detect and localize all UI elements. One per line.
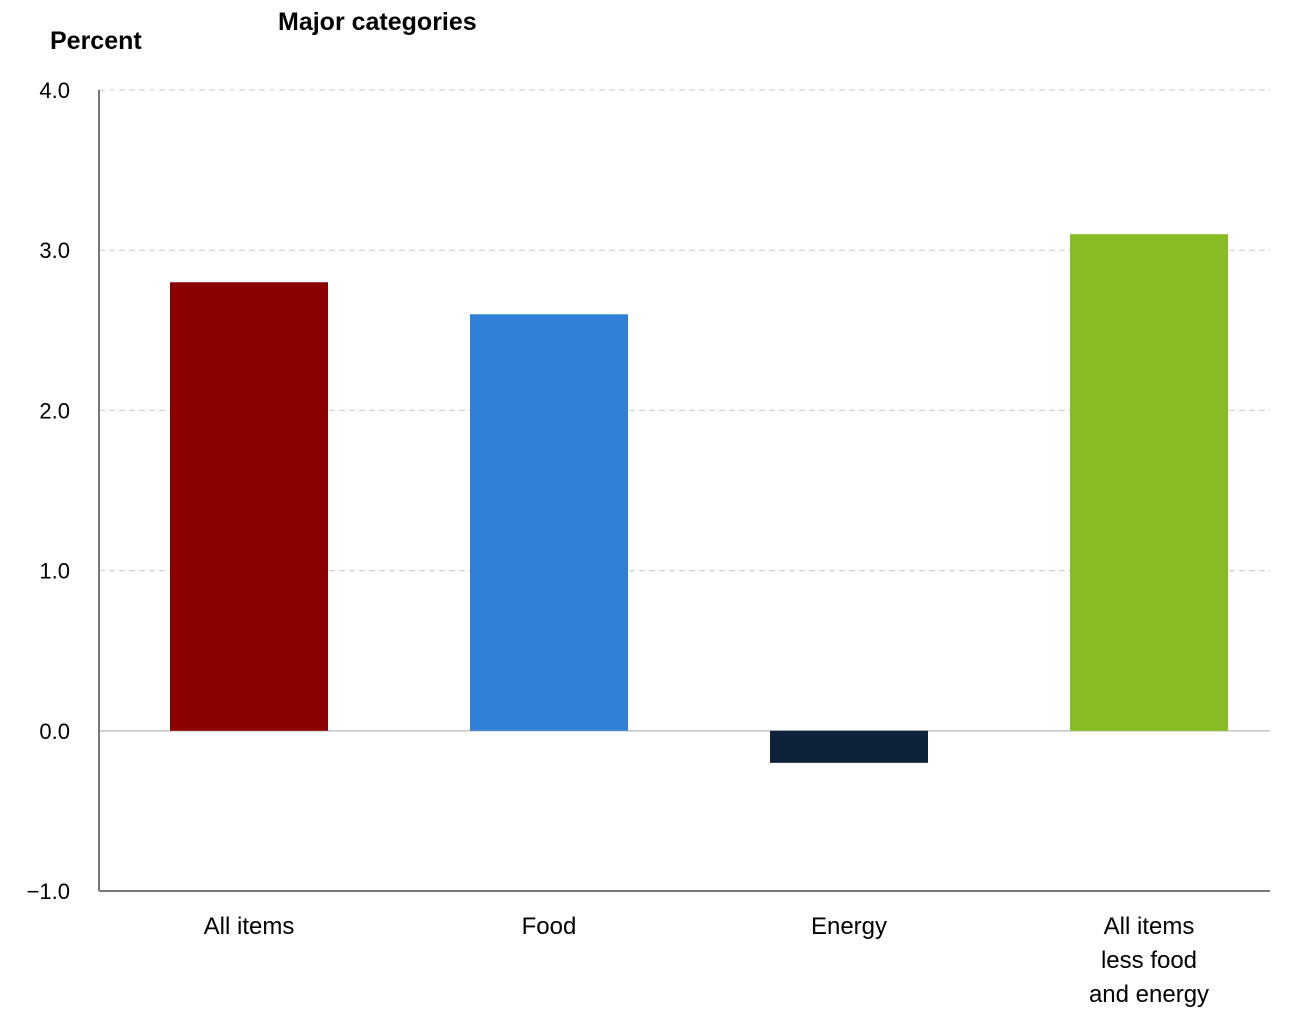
x-category-label: Food xyxy=(522,913,577,940)
bars xyxy=(170,234,1228,763)
x-category-label: All items less food and energy xyxy=(1089,913,1209,1008)
chart-title: Major categories xyxy=(278,8,477,36)
x-category-label: Energy xyxy=(811,913,887,940)
x-axis-categories: All items Food Energy All items less food and… xyxy=(204,913,1209,1008)
y-tick-label: 4.0 xyxy=(39,78,70,103)
y-tick-label: 1.0 xyxy=(39,559,70,584)
y-axis-label: Percent xyxy=(50,27,142,55)
bar xyxy=(470,314,628,731)
axes xyxy=(98,90,1270,892)
y-tick-label: −1.0 xyxy=(27,879,70,904)
y-tick-label: 2.0 xyxy=(39,398,70,423)
x-category-label: All items xyxy=(204,913,295,940)
y-tick-label: 0.0 xyxy=(39,719,70,744)
y-tick-label: 3.0 xyxy=(39,238,70,263)
bar xyxy=(170,282,328,731)
y-axis-ticks: 4.0 3.0 2.0 1.0 0.0 −1.0 xyxy=(27,78,70,904)
bar xyxy=(770,730,928,763)
bar xyxy=(1070,234,1228,731)
